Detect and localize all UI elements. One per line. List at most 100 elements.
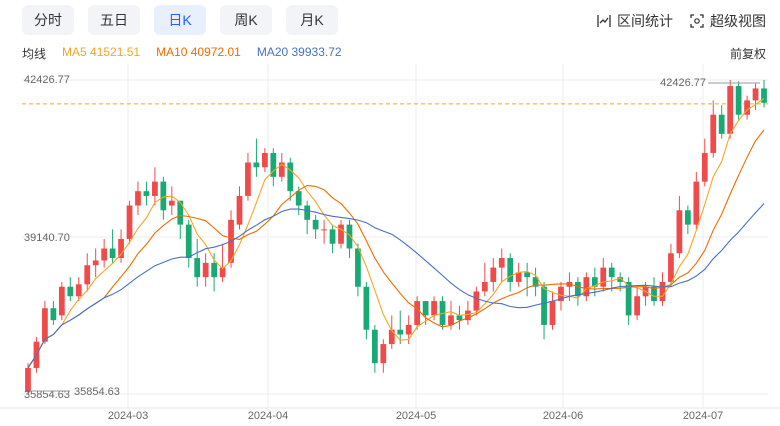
candle-body — [371, 329, 378, 364]
candle-body — [659, 281, 666, 302]
candle-body — [431, 301, 437, 316]
candle-body — [67, 286, 74, 297]
interval-stats-label: 区间统计 — [617, 13, 673, 29]
candle-body — [84, 265, 91, 285]
candle-body — [75, 284, 82, 297]
tab-monthly-k[interactable]: 月K — [286, 5, 338, 35]
candle-body — [143, 191, 150, 196]
candle-body — [693, 181, 700, 225]
candle-body — [448, 315, 454, 325]
candle-body — [414, 301, 421, 325]
candle-body — [684, 210, 691, 225]
candle-body — [194, 258, 201, 278]
candle-body — [558, 286, 564, 302]
candle-body — [160, 181, 167, 211]
y-tick-label: 39140.70 — [24, 232, 70, 244]
ma10-line — [27, 129, 765, 369]
candle-body — [338, 224, 344, 244]
candle-body — [744, 100, 750, 115]
candle-body — [507, 258, 514, 282]
fullscreen-icon — [690, 14, 704, 28]
candle-body — [42, 308, 48, 342]
y-tick-label: 42426.77 — [24, 74, 70, 86]
tab-weekly-k[interactable]: 周K — [220, 5, 272, 35]
candle-body — [355, 248, 361, 287]
super-view-label: 超级视图 — [710, 13, 766, 29]
candle-body — [600, 267, 607, 287]
candle-body — [278, 162, 285, 177]
x-tick-label: 2024-03 — [108, 410, 148, 422]
candle-body — [397, 329, 404, 335]
candle-body — [58, 286, 65, 316]
tab-five-day[interactable]: 五日 — [88, 5, 140, 35]
tab-daily-k[interactable]: 日K — [154, 5, 206, 35]
candle-body — [25, 367, 31, 392]
candle-body — [177, 200, 184, 225]
candle-body — [211, 262, 217, 278]
candle-body — [668, 253, 674, 282]
candlestick-chart[interactable]: 2024-03 2024-04 2024-05 2024-06 2024-07 42426… — [0, 64, 780, 426]
max-price-label: 42426.77 — [660, 77, 706, 89]
candle-body — [304, 205, 311, 220]
candle-body — [388, 329, 395, 345]
candle-body — [101, 248, 108, 261]
chart-tools: 区间统计 超级视图 — [596, 11, 766, 31]
candle-body — [591, 277, 598, 287]
candle-body — [50, 308, 57, 321]
candle-body — [532, 277, 539, 287]
ma-label: 均线 — [22, 47, 47, 61]
moving-average-legend: 均线 MA5 41521.51 MA10 40972.01 MA20 39933… — [22, 45, 342, 62]
candle-body — [718, 114, 725, 134]
candle-body — [329, 229, 336, 244]
candle-body — [524, 272, 531, 278]
candle-body — [608, 267, 615, 278]
ma5-line — [27, 98, 765, 369]
candle-body — [761, 88, 767, 103]
candle-body — [168, 200, 175, 206]
interval-stats-icon — [597, 15, 611, 27]
candle-body — [465, 310, 471, 321]
ma5-value: MA5 41521.51 — [62, 45, 141, 59]
min-price-label: 35854.63 — [74, 386, 120, 398]
candle-body — [727, 86, 734, 134]
candle-body — [473, 291, 480, 311]
x-tick-label: 2024-07 — [683, 410, 723, 422]
super-view-button[interactable]: 超级视图 — [689, 11, 766, 31]
candle-body — [701, 152, 708, 182]
candle-body — [490, 267, 497, 282]
candle-body — [92, 260, 99, 266]
candle-body — [456, 315, 463, 321]
candle-body — [253, 162, 260, 168]
candle-body — [126, 205, 133, 239]
candle-body — [236, 195, 243, 225]
candle-body — [575, 281, 581, 297]
ma10-value: MA10 40972.01 — [156, 45, 241, 59]
candle-body — [515, 272, 522, 282]
candle-body — [651, 286, 657, 302]
candle-body — [405, 324, 412, 335]
candle-body — [295, 191, 302, 206]
ma20-value: MA20 39933.72 — [256, 45, 342, 59]
candle-body — [135, 191, 141, 206]
x-tick-label: 2024-04 — [248, 410, 288, 422]
candle-body — [710, 114, 717, 153]
period-tabs: 分时 五日 日K 周K 月K — [22, 5, 338, 35]
candle-body — [321, 229, 327, 231]
candle-body — [752, 88, 759, 101]
candle-body — [270, 152, 277, 177]
candle-body — [118, 238, 124, 259]
interval-stats-button[interactable]: 区间统计 — [596, 11, 673, 31]
y-tick-label: 35854.63 — [24, 389, 70, 401]
price-adjust-toggle[interactable]: 前复权 — [729, 47, 766, 61]
candle-body — [498, 258, 505, 268]
candle-body — [261, 152, 268, 168]
candle-body — [346, 224, 353, 249]
ma20-line — [27, 203, 765, 369]
candle-body — [380, 344, 387, 364]
candle-body — [245, 162, 251, 196]
candle-body — [219, 267, 226, 278]
candle-body — [422, 301, 429, 316]
candle-body — [617, 277, 624, 282]
tab-intraday[interactable]: 分时 — [22, 5, 74, 35]
candle-body — [202, 262, 209, 278]
